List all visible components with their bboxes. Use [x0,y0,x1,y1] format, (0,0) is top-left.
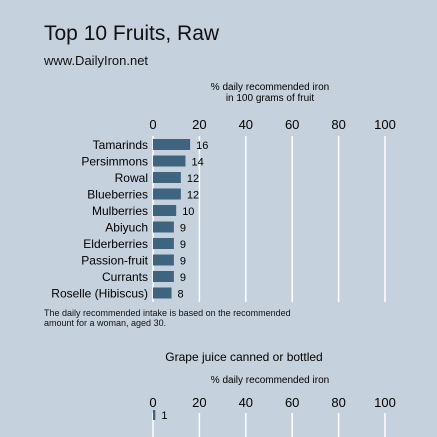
chart1-tick-label: 80 [331,117,345,132]
footnote: The daily recommended intake is based on… [44,308,291,328]
chart1-value-label: 8 [178,289,184,301]
chart2-tick-label: 0 [149,395,156,410]
chart1-bar [153,254,174,266]
chart1-bar [153,238,174,249]
chart1-category-label: Currants [102,270,148,284]
chart1-axis-label: % daily recommended iron [211,82,329,93]
chart1-category-label: Abiyuch [105,221,148,235]
chart1-tick-label: 0 [149,117,156,132]
chart1-category-label: Persimmons [81,155,148,169]
chart1-tick-label: 60 [285,117,299,132]
page-title: Top 10 Fruits, Raw [44,22,220,45]
chart2-axis-label: % daily recommended iron [211,375,329,386]
chart1-category-label: Elderberries [83,237,148,251]
chart1-bar [153,221,174,233]
chart1-axis-label: in 100 grams of fruit [226,93,315,104]
chart1-tick-label: 20 [192,117,206,132]
page-subtitle: www.DailyIron.net [44,53,149,68]
chart1-category-label: Tamarinds [93,138,148,152]
chart1-tick-label: 40 [239,117,253,132]
chart2-tick-label: 60 [285,395,299,410]
chart2-value-label: 1 [161,410,167,422]
chart1-value-label: 12 [187,173,199,185]
chart1-category-label: Roselle (Hibiscus) [51,287,148,301]
chart2-tick-label: 80 [331,395,345,410]
chart1-bar [153,155,186,167]
chart1-value-label: 9 [180,272,186,284]
chart1-value-label: 10 [182,206,194,218]
chart1-value-label: 9 [180,239,186,251]
chart1-value-label: 16 [196,140,208,152]
chart2-title: Grape juice canned or bottled [165,350,322,364]
chart1-category-label: Rowal [115,171,148,185]
chart1-category-label: Mulberries [92,204,148,218]
chart1-bar [153,172,181,183]
chart1-bar [153,205,177,216]
chart1-tick-label: 100 [374,117,396,132]
chart1-category-label: Blueberries [87,188,148,202]
chart2-tick-label: 40 [239,395,253,410]
chart2-tick-label: 100 [374,395,396,410]
chart2-tick-label: 20 [192,395,206,410]
chart1-value-label: 12 [187,190,199,202]
chart1-bar [153,188,181,200]
chart1-value-label: 9 [180,256,186,268]
chart1-bar [153,271,174,282]
chart1-bar [153,287,172,299]
chart1-value-label: 14 [191,157,203,169]
chart2-bar [153,410,156,420]
chart1-value-label: 9 [180,223,186,235]
chart1-bar [153,139,191,150]
chart1-category-label: Passion-fruit [81,254,148,268]
